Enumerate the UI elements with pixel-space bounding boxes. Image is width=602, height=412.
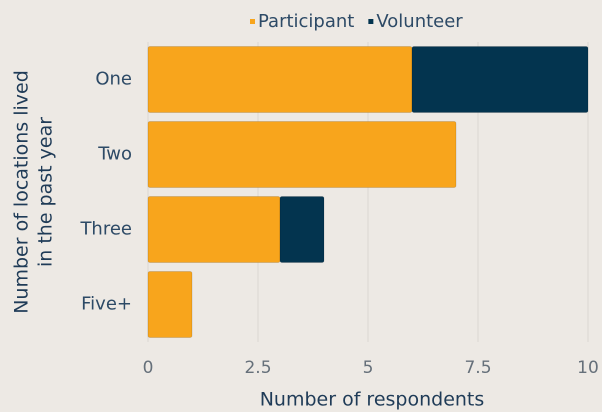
bar (279, 196, 325, 263)
legend-label: Participant (258, 11, 354, 32)
x-tick-label: 2.5 (244, 358, 271, 378)
x-tick-label: 0 (143, 358, 154, 378)
y-axis-label: in the past year (35, 117, 57, 267)
x-tick-label: 10 (577, 358, 599, 378)
x-tick-label: 5 (363, 358, 374, 378)
bar (147, 196, 281, 263)
bar (147, 121, 457, 188)
legend-label: Volunteer (376, 11, 463, 32)
y-tick-label: One (95, 69, 132, 90)
y-axis-label: Number of locations lived (11, 70, 33, 314)
y-tick-label: Three (79, 219, 132, 240)
legend-marker (368, 19, 374, 24)
bar (411, 46, 589, 113)
legend-marker (250, 19, 255, 24)
y-tick-label: Five+ (81, 294, 132, 315)
y-tick-label: Two (97, 144, 132, 165)
bar (147, 46, 413, 113)
y-axis-label-group: Number of locations lived in the past ye… (11, 70, 57, 314)
x-tick-label: 7.5 (464, 358, 491, 378)
bar (147, 271, 193, 338)
x-axis-label: Number of respondents (260, 389, 485, 411)
